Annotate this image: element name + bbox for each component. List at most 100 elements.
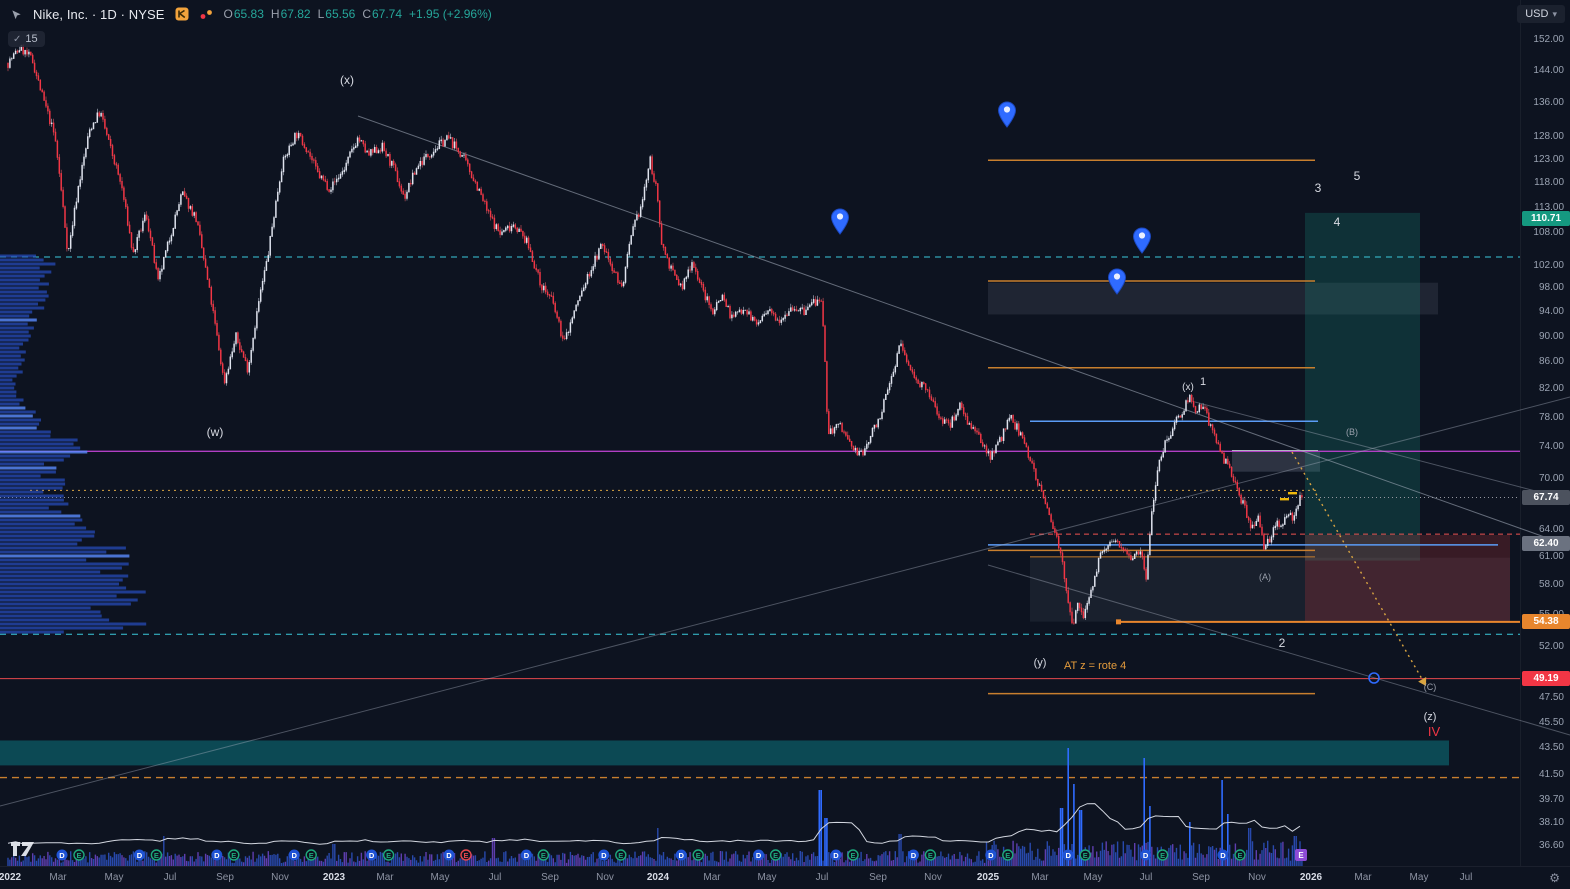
annotation-text[interactable]: (x) (340, 73, 354, 87)
price-tick: 86.00 (1538, 356, 1564, 368)
order-markers[interactable] (1280, 492, 1297, 501)
time-axis-month-label: Jul (488, 872, 502, 883)
script-badge-icon[interactable] (174, 6, 190, 22)
price-tick: 82.00 (1538, 383, 1564, 395)
time-axis-month-label: Mar (1354, 872, 1372, 883)
time-axis-month-label: Sep (1192, 872, 1210, 883)
annotation-text[interactable]: (y) (1034, 657, 1047, 669)
price-tick: 108.00 (1533, 227, 1564, 239)
symbol-title[interactable]: Nike, Inc. · 1D · NYSE (33, 6, 165, 22)
time-axis-month-label: Jul (163, 872, 177, 883)
price-tick: 98.00 (1538, 282, 1564, 294)
svg-text:D: D (524, 851, 530, 860)
time-axis-month-label: May (104, 872, 124, 883)
legend-collapse-icon[interactable]: ✓ (13, 33, 22, 45)
time-axis-month-label: Mar (1031, 872, 1049, 883)
time-axis-month-label: Nov (924, 872, 942, 883)
annotation-text[interactable]: 3 (1315, 181, 1322, 195)
annotation-text[interactable]: (C) (1424, 682, 1437, 692)
volume-histogram (7, 748, 1303, 866)
annotation-text[interactable]: (A) (1259, 572, 1271, 582)
svg-text:D: D (446, 851, 452, 860)
time-axis-month-label: Jul (1459, 872, 1473, 883)
annotation-text[interactable]: IV (1428, 724, 1441, 739)
projection-arrow[interactable] (1291, 451, 1427, 687)
svg-text:D: D (1065, 851, 1071, 860)
price-tick: 128.00 (1533, 131, 1564, 143)
price-tick: 70.00 (1538, 472, 1564, 484)
annotation-text[interactable]: 5 (1354, 169, 1361, 183)
annotation-text[interactable]: (x) (1182, 382, 1194, 393)
svg-text:E: E (1160, 851, 1165, 860)
price-tick: 102.00 (1533, 259, 1564, 271)
time-axis-month-label: Sep (869, 872, 887, 883)
horizontal-segments[interactable] (30, 159, 1520, 695)
svg-text:D: D (137, 851, 143, 860)
high-label: H (270, 7, 280, 21)
wave-annotations[interactable]: (x) (w) (x) 1 3 5 4 (B) (A) 2 (y) AT z = rote 4 (C) (… (207, 73, 1441, 739)
drawing-zones[interactable] (0, 212, 1510, 766)
price-tick: 94.00 (1538, 306, 1564, 318)
map-pin-icon[interactable] (997, 101, 1017, 128)
map-pin-icon[interactable] (1132, 227, 1152, 254)
time-axis-month-label: Jul (1139, 872, 1153, 883)
price-tick: 58.00 (1538, 579, 1564, 591)
annotation-text[interactable]: 2 (1279, 636, 1286, 650)
time-axis-month-label: Sep (216, 872, 234, 883)
low-label: L (317, 7, 325, 21)
gear-icon[interactable]: ⚙ (1549, 871, 1560, 885)
svg-text:D: D (988, 851, 994, 860)
indicator-dots-icon[interactable] (199, 6, 215, 22)
map-pin-markers[interactable] (830, 101, 1152, 295)
map-pin-icon[interactable] (830, 208, 850, 235)
annotation-text[interactable]: AT z = rote 4 (1064, 660, 1126, 672)
close-label: C (362, 7, 371, 21)
svg-text:D: D (59, 851, 65, 860)
annotation-text[interactable]: (B) (1346, 427, 1358, 437)
cursor-arrow-icon[interactable] (8, 6, 24, 22)
horizontal-level-lines[interactable] (0, 256, 1520, 779)
price-tick: 61.00 (1538, 550, 1564, 562)
time-axis-month-label: Nov (1248, 872, 1266, 883)
ohlc-legend: O65.83 H67.82 L65.56 C67.74 +1.95 (+2.96… (224, 7, 492, 21)
price-tick: 36.60 (1538, 840, 1564, 851)
price-label-pill[interactable]: 62.40 (1522, 535, 1570, 551)
svg-text:E: E (231, 851, 236, 860)
annotation-text[interactable]: (z) (1424, 711, 1437, 723)
price-label-pill[interactable]: 110.71 (1522, 211, 1570, 227)
annotation-text[interactable]: (w) (207, 425, 224, 439)
annotation-text[interactable]: 1 (1200, 376, 1206, 388)
time-axis-year-label: 2023 (322, 872, 346, 883)
time-axis-month-label: Mar (703, 872, 721, 883)
time-axis-year-label: 2025 (976, 872, 1000, 883)
time-axis[interactable]: ⚙ 2022 Mar May Jul Sep Nov 2023 Mar May Jul Sep Nov… (0, 866, 1570, 889)
price-label-pill[interactable]: 67.74 (1522, 489, 1570, 505)
svg-text:E: E (1237, 851, 1242, 860)
chevron-down-icon: ▾ (1552, 8, 1557, 19)
indicator-legend-value: 15 (25, 33, 38, 45)
trend-lines[interactable] (0, 115, 1570, 807)
svg-text:E: E (386, 851, 391, 860)
time-axis-month-label: May (757, 872, 777, 883)
price-tick: 45.50 (1538, 716, 1564, 728)
map-pin-icon[interactable] (1107, 268, 1127, 295)
price-tick: 144.00 (1533, 64, 1564, 76)
annotation-text[interactable]: 4 (1334, 215, 1341, 229)
currency-selector-button[interactable]: USD ▾ (1517, 5, 1565, 23)
tradingview-logo[interactable] (10, 841, 36, 862)
price-label-pill[interactable]: 49.19 (1522, 670, 1570, 686)
svg-text:E: E (1083, 851, 1088, 860)
price-tick: 136.00 (1533, 96, 1564, 108)
indicator-legend-badge[interactable]: ✓ 15 (8, 31, 45, 47)
price-axis[interactable]: 152.00 144.00 136.00 128.00 123.00 118.00 113.… (1520, 0, 1570, 866)
svg-text:E: E (463, 851, 468, 860)
circle-marker[interactable] (1368, 672, 1380, 684)
price-tick: 74.00 (1538, 441, 1564, 453)
price-tick: 39.70 (1538, 793, 1564, 805)
price-label-pill[interactable]: 54.38 (1522, 613, 1570, 629)
price-tick: 113.00 (1534, 201, 1564, 213)
price-tick: 64.00 (1538, 523, 1564, 535)
